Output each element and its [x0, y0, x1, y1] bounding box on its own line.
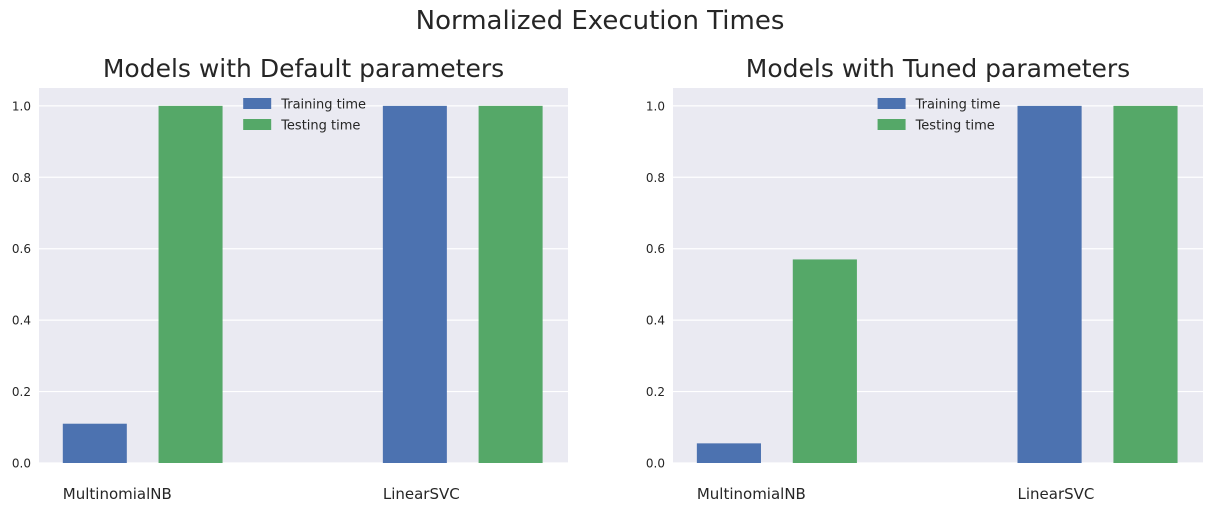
y-tick-label: 0.8 [646, 171, 665, 185]
y-tick-label: 0.2 [646, 385, 665, 399]
bar-linearsvc-testing-time [478, 105, 543, 463]
legend-swatch [243, 98, 272, 109]
legend-swatch [877, 119, 906, 130]
y-tick-label: 0.4 [12, 314, 31, 328]
x-tick-label: MultinomialNB [63, 485, 172, 503]
bar-multinomialnb-training-time [696, 443, 761, 463]
y-tick-label: 1.0 [12, 99, 31, 113]
y-tick-label: 0.8 [12, 171, 31, 185]
y-tick-label: 1.0 [646, 99, 665, 113]
x-tick-label: LinearSVC [1018, 485, 1095, 503]
x-tick-label: MultinomialNB [697, 485, 806, 503]
legend-label: Testing time [280, 119, 360, 134]
y-tick-label: 0.0 [646, 457, 665, 471]
legend-label: Testing time [915, 119, 995, 134]
subplot-title: Models with Default parameters [103, 54, 504, 83]
y-tick-label: 0.2 [12, 385, 31, 399]
bar-linearsvc-training-time [1017, 105, 1082, 463]
x-tick-label: LinearSVC [383, 485, 460, 503]
chart-panel-default: 0.0 0.2 0.4 0.6 0.8 1.0 Models with Default pa… [12, 54, 568, 503]
legend-swatch [243, 119, 272, 130]
chart-panel-tuned: 0.0 0.2 0.4 0.6 0.8 1.0 Models with Tuned para… [646, 54, 1203, 503]
bar-multinomialnb-training-time [62, 423, 127, 463]
y-tick-label: 0.0 [12, 457, 31, 471]
bar-multinomialnb-testing-time [158, 105, 223, 463]
figure-title: Normalized Execution Times [416, 6, 785, 36]
bar-linearsvc-testing-time [1113, 105, 1178, 463]
y-tick-label: 0.4 [646, 314, 665, 328]
bar-linearsvc-training-time [382, 105, 447, 463]
y-tick-label: 0.6 [12, 242, 31, 256]
y-tick-label: 0.6 [646, 242, 665, 256]
bar-multinomialnb-testing-time [792, 259, 857, 463]
subplot-title: Models with Tuned parameters [746, 54, 1130, 83]
legend-label: Training time [915, 98, 1001, 113]
legend-label: Training time [280, 98, 366, 113]
legend-swatch [877, 98, 906, 109]
